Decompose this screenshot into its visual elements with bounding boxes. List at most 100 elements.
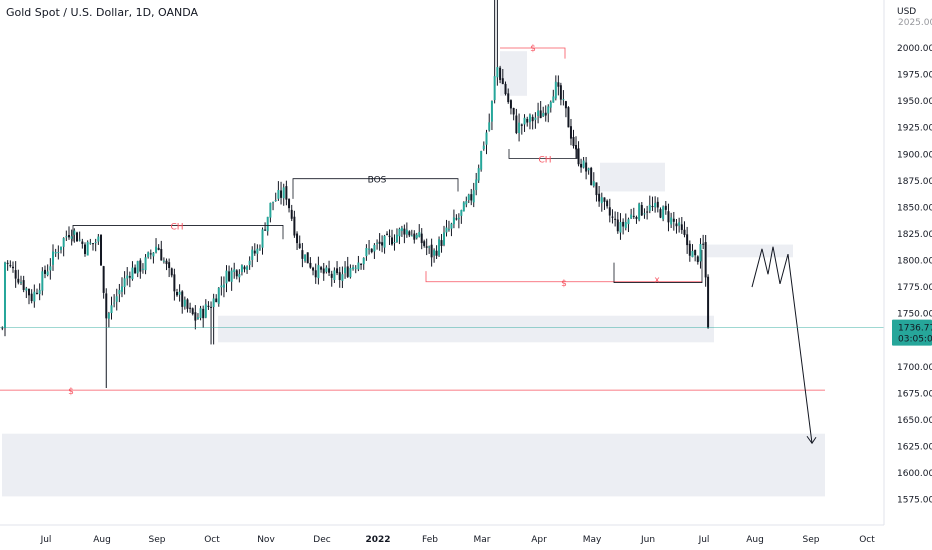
candle [225,265,228,293]
dollar-label-3: $ [68,387,74,397]
candle [118,283,121,303]
candle [452,209,455,229]
candle [301,242,304,268]
candle [462,201,465,212]
time-tick: Aug [746,535,764,545]
choch-line-2 [508,148,578,159]
candle [194,305,197,330]
candle [86,240,89,256]
candle [654,196,657,213]
candle [341,266,344,289]
candle [507,88,510,104]
choch-label-2: CH [538,156,551,166]
candle [699,238,702,269]
candle [212,293,215,345]
price-axis-currency: USD [897,7,916,17]
candle [233,262,236,279]
candle [222,276,225,298]
candle [635,215,638,224]
candle [575,136,578,159]
candle [89,238,92,245]
candle [220,276,223,296]
candle [390,229,393,246]
price-tick: 1925.000 [897,124,932,134]
candle [520,123,523,135]
candle [181,290,184,314]
candle [608,198,611,223]
candle [78,231,81,242]
candle [346,256,349,278]
time-tick: 2022 [365,535,390,545]
bos-label: BOS [368,176,387,186]
candle [562,90,565,106]
candle [139,258,142,279]
candle [306,252,309,264]
candle [168,258,171,278]
candle [68,226,71,240]
candle [207,301,210,310]
zone-4 [2,433,825,497]
candle [84,242,87,257]
candle [438,236,441,257]
price-tick: 1750.000 [897,310,932,320]
candle [395,228,398,243]
candle [280,181,283,205]
candle [230,267,233,291]
candle [659,207,662,219]
candle [328,260,331,277]
candle [616,211,619,234]
price-tick: 1800.000 [897,257,932,267]
candle [304,254,307,263]
candle [691,244,694,258]
candle [173,268,176,301]
candle [309,257,312,269]
dollar-label-2: $ [561,279,567,289]
candle [544,105,547,122]
candle [704,235,707,287]
candle [92,243,95,251]
candle [443,225,446,247]
candle [672,211,675,231]
candle [651,196,654,212]
candle [94,238,97,252]
candle [496,0,499,86]
candle [410,229,413,237]
price-tick: 1625.000 [897,442,932,452]
candle [152,252,155,264]
time-tick: Apr [531,535,547,545]
candle [59,246,62,254]
price-tick: 1675.000 [897,389,932,399]
candle [191,307,194,316]
candle [202,305,205,328]
candle [330,270,333,287]
candle [614,211,617,227]
candle [113,294,116,308]
candle [670,212,673,228]
candle [11,261,14,273]
time-tick: Jul [698,535,710,545]
candle [178,284,181,302]
candle [362,257,365,270]
candle [678,217,681,233]
price-tick: 1700.000 [897,363,932,373]
candle [526,116,529,127]
candle [430,238,433,267]
projection-arrowhead [806,435,817,445]
candle [266,216,269,236]
candle [383,234,386,254]
candle [370,248,373,254]
candle [149,249,152,260]
candle [619,213,622,240]
candle [210,301,213,345]
candle [248,256,251,270]
candle [400,225,403,237]
candle [539,100,542,119]
candle [175,288,178,297]
candle [1,326,4,331]
candle [465,196,468,208]
candle [107,311,110,328]
candle [696,255,699,265]
zone-3 [600,162,665,192]
candle [183,296,186,310]
